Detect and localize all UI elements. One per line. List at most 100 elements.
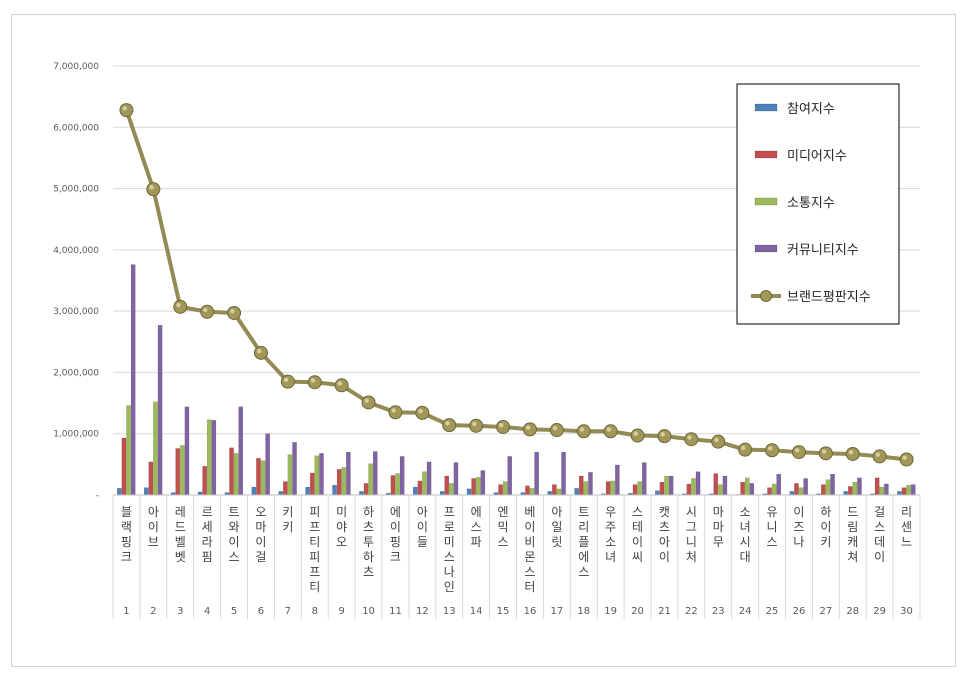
bar-소통지수 xyxy=(180,445,185,496)
rank-number: 1 xyxy=(123,606,129,617)
bar-참여지수 xyxy=(655,490,660,496)
bar-커뮤니티지수 xyxy=(561,451,566,496)
bar-커뮤니티지수 xyxy=(211,420,217,496)
reputation-point-highlight xyxy=(579,427,585,432)
reputation-point xyxy=(496,419,511,434)
bar-소통지수 xyxy=(718,484,723,496)
bar-커뮤니티지수 xyxy=(857,477,862,496)
bar-커뮤니티지수 xyxy=(588,472,593,496)
reputation-point xyxy=(415,405,430,420)
bar-미디어지수 xyxy=(632,484,638,496)
bar-소통지수 xyxy=(529,488,535,496)
legend-swatch-소통지수 xyxy=(754,197,778,206)
bar-참여지수 xyxy=(143,487,149,496)
bar-소통지수 xyxy=(233,453,239,496)
y-axis: - 1,000,000 2,000,000 3,000,000 4,000,000 5,0… xyxy=(53,62,99,501)
bar-커뮤니티지수 xyxy=(534,451,539,496)
bar-소통지수 xyxy=(153,401,158,496)
reputation-point-highlight xyxy=(794,448,800,453)
reputation-point xyxy=(603,424,618,439)
bar-소통지수 xyxy=(260,460,266,496)
bar-커뮤니티지수 xyxy=(130,264,136,496)
bar-참여지수 xyxy=(251,486,257,496)
reputation-point xyxy=(791,445,806,460)
bar-참여지수 xyxy=(466,488,472,496)
bar-소통지수 xyxy=(852,481,858,496)
bar-미디어지수 xyxy=(578,475,584,496)
bar-미디어지수 xyxy=(336,469,342,496)
reputation-point-highlight xyxy=(525,425,531,430)
reputation-point xyxy=(845,446,860,461)
bar-소통지수 xyxy=(314,455,320,496)
bar-커뮤니티지수 xyxy=(776,473,782,496)
reputation-point-highlight xyxy=(848,449,854,455)
y-tick-label: 1,000,000 xyxy=(53,430,99,440)
bar-미디어지수 xyxy=(847,486,853,496)
bar-커뮤니티지수 xyxy=(372,451,378,496)
bar-미디어지수 xyxy=(283,481,288,496)
bar-미디어지수 xyxy=(417,480,423,496)
reputation-point xyxy=(765,443,780,458)
reputation-point xyxy=(307,375,322,390)
x-axis: 블 랙 핑 크 1 아 이 브 2 레 드 벨 벳 3 르 세 라 핌 4 트 와 이 스 5 오 마 이 걸 6 키 키 7 피 프 티 피 프 티 8 미… xyxy=(112,494,921,619)
bar-미디어지수 xyxy=(471,478,476,496)
y-tick-label: 6,000,000 xyxy=(53,123,99,133)
bar-미디어지수 xyxy=(605,481,611,496)
bar-커뮤니티지수 xyxy=(910,484,916,496)
legend-label: 커뮤니티지수 xyxy=(787,243,859,258)
bar-참여지수 xyxy=(305,486,310,496)
reputation-point xyxy=(334,378,349,393)
bar-소통지수 xyxy=(287,454,293,496)
bar-참여지수 xyxy=(574,488,579,496)
bar-미디어지수 xyxy=(363,483,369,496)
legend-label: 소통지수 xyxy=(787,196,835,211)
bar-커뮤니티지수 xyxy=(507,456,513,496)
reputation-point xyxy=(576,424,591,439)
rank-number: 30 xyxy=(900,606,913,617)
y-tick-label: 7,000,000 xyxy=(53,62,99,72)
bar-커뮤니티지수 xyxy=(480,470,486,496)
legend-label: 미디어지수 xyxy=(787,149,847,164)
rank-number: 11 xyxy=(389,606,402,617)
reputation-point xyxy=(442,418,457,433)
bar-커뮤니티지수 xyxy=(615,464,620,496)
reputation-point-highlight xyxy=(714,437,719,443)
rank-number: 18 xyxy=(577,606,590,617)
reputation-point xyxy=(361,395,376,410)
bar-참여지수 xyxy=(332,484,337,496)
bar-미디어지수 xyxy=(767,487,772,496)
reputation-point xyxy=(280,374,295,389)
bar-참여지수 xyxy=(789,491,795,496)
bar-커뮤니티지수 xyxy=(426,461,432,496)
bar-커뮤니티지수 xyxy=(722,475,728,496)
rank-number: 12 xyxy=(416,606,429,617)
bar-미디어지수 xyxy=(390,475,396,496)
bar-소통지수 xyxy=(556,488,562,496)
bar-소통지수 xyxy=(771,483,777,496)
rank-number: 25 xyxy=(766,606,779,617)
bar-미디어지수 xyxy=(444,475,450,496)
bar-소통지수 xyxy=(341,467,347,496)
bar-참여지수 xyxy=(897,491,902,496)
brand-reputation-chart: - 1,000,000 2,000,000 3,000,000 4,000,000 5,0… xyxy=(53,62,921,619)
reputation-point xyxy=(253,345,268,360)
rank-number: 14 xyxy=(470,606,483,617)
bar-소통지수 xyxy=(206,419,212,496)
bar-커뮤니티지수 xyxy=(695,471,701,496)
rank-number: 22 xyxy=(685,606,698,617)
rank-number: 19 xyxy=(604,606,617,617)
bar-참여지수 xyxy=(359,491,364,496)
reputation-point-highlight xyxy=(821,449,827,454)
